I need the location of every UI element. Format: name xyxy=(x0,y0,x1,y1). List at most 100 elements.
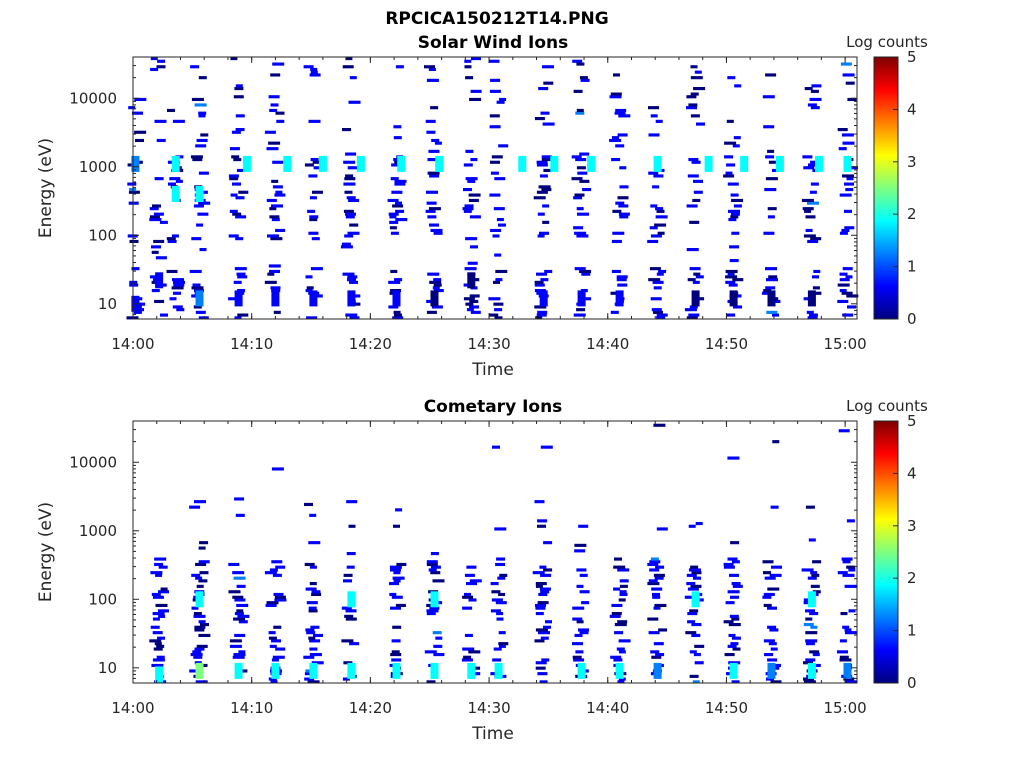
heatmap-cell xyxy=(235,128,245,132)
heatmap-cell xyxy=(198,560,210,564)
heatmap-cell xyxy=(269,215,280,219)
heatmap-cell xyxy=(237,275,248,279)
heatmap-cell xyxy=(151,289,160,293)
heatmap-cell xyxy=(580,78,590,82)
heatmap-cell xyxy=(768,642,777,646)
heatmap-cell xyxy=(689,220,700,224)
heatmap-cell xyxy=(393,158,401,162)
heatmap-cell xyxy=(395,65,404,69)
heatmap-cell xyxy=(535,603,546,608)
heatmap-cell xyxy=(192,283,201,287)
x-tick-label: 14:40 xyxy=(586,335,629,353)
heatmap-cell xyxy=(693,87,706,91)
heatmap-cell xyxy=(150,67,159,72)
heatmap-cell xyxy=(767,606,777,610)
heatmap-cell xyxy=(158,609,169,613)
heatmap-cell xyxy=(844,628,852,632)
heatmap-cell xyxy=(195,680,208,684)
heatmap-cell xyxy=(724,141,737,145)
heatmap-cell xyxy=(731,680,740,684)
heatmap-cell xyxy=(426,190,438,194)
heatmap-cell xyxy=(318,155,327,172)
heatmap-cell xyxy=(687,278,696,282)
heatmap-cell xyxy=(389,220,399,224)
heatmap-cell xyxy=(534,639,545,643)
heatmap-cell xyxy=(269,269,280,274)
heatmap-cell xyxy=(489,114,500,118)
heatmap-cell xyxy=(463,297,475,301)
heatmap-cell xyxy=(537,524,546,528)
heatmap-cell xyxy=(767,658,778,662)
heatmap-cell xyxy=(610,310,619,314)
y-tick-label: 100 xyxy=(88,590,117,608)
heatmap-cell xyxy=(618,650,626,654)
heatmap-cell xyxy=(535,666,546,670)
heatmap-cell xyxy=(653,573,665,577)
heatmap-cell xyxy=(847,97,857,102)
heatmap-cell xyxy=(271,662,280,679)
heatmap-cell xyxy=(129,283,139,287)
x-tick-label: 14:10 xyxy=(230,699,273,717)
heatmap-cell xyxy=(689,650,697,654)
heatmap-cell xyxy=(803,680,816,684)
heatmap-cell xyxy=(611,612,622,616)
heatmap-cell xyxy=(190,653,203,657)
heatmap-cell xyxy=(495,601,507,605)
heatmap-cell xyxy=(237,313,249,317)
heatmap-cell xyxy=(199,541,209,545)
heatmap-cell xyxy=(149,218,162,222)
heatmap-cell xyxy=(430,106,439,110)
heatmap-cell xyxy=(728,633,736,638)
figure-title: RPCICA150212T14.PNG xyxy=(385,9,608,29)
heatmap-cell xyxy=(618,639,631,643)
heatmap-cell xyxy=(772,168,779,173)
heatmap-cell xyxy=(468,193,481,197)
heatmap-cell xyxy=(465,302,474,306)
heatmap-cell xyxy=(764,188,777,192)
heatmap-cell xyxy=(694,70,702,74)
heatmap-cell xyxy=(171,286,184,290)
heatmap-cell xyxy=(389,215,397,219)
heatmap-cell xyxy=(611,269,621,274)
heatmap-cell xyxy=(303,655,315,659)
heatmap-cell xyxy=(394,313,402,317)
heatmap-cell xyxy=(766,310,778,314)
heatmap-cell xyxy=(233,617,246,621)
heatmap-cell xyxy=(311,237,320,241)
heatmap-cell xyxy=(228,297,240,301)
heatmap-cell xyxy=(653,174,664,178)
heatmap-cell xyxy=(166,269,178,274)
heatmap-cell xyxy=(615,290,624,307)
heatmap-cell xyxy=(540,636,549,640)
heatmap-cell xyxy=(394,179,407,183)
heatmap-cell xyxy=(346,552,356,556)
heatmap-cell xyxy=(275,565,286,569)
data-cells xyxy=(126,57,859,320)
heatmap-cell xyxy=(847,166,858,170)
heatmap-cell xyxy=(687,620,696,624)
heatmap-cell xyxy=(195,290,204,307)
heatmap-cell xyxy=(841,228,850,233)
heatmap-cell xyxy=(228,174,239,178)
heatmap-cell xyxy=(647,562,659,567)
heatmap-cell xyxy=(723,562,734,567)
heatmap-cell xyxy=(432,631,442,635)
heatmap-cell xyxy=(156,138,166,143)
heatmap-cell xyxy=(846,565,856,569)
heatmap-cell xyxy=(811,573,820,577)
heatmap-cell xyxy=(540,445,553,449)
heatmap-cell xyxy=(160,587,168,591)
heatmap-cell xyxy=(493,647,502,651)
heatmap-cell xyxy=(134,97,147,102)
heatmap-cell xyxy=(157,59,166,63)
heatmap-cell xyxy=(154,562,164,567)
heatmap-cell xyxy=(356,155,365,172)
heatmap-cell xyxy=(471,57,481,61)
heatmap-cell xyxy=(498,631,506,635)
heatmap-cell xyxy=(539,174,548,178)
heatmap-cell xyxy=(237,168,244,173)
heatmap-cell xyxy=(652,185,660,189)
heatmap-cell xyxy=(658,628,668,632)
heatmap-cell xyxy=(837,650,848,654)
heatmap-cell xyxy=(167,108,175,113)
